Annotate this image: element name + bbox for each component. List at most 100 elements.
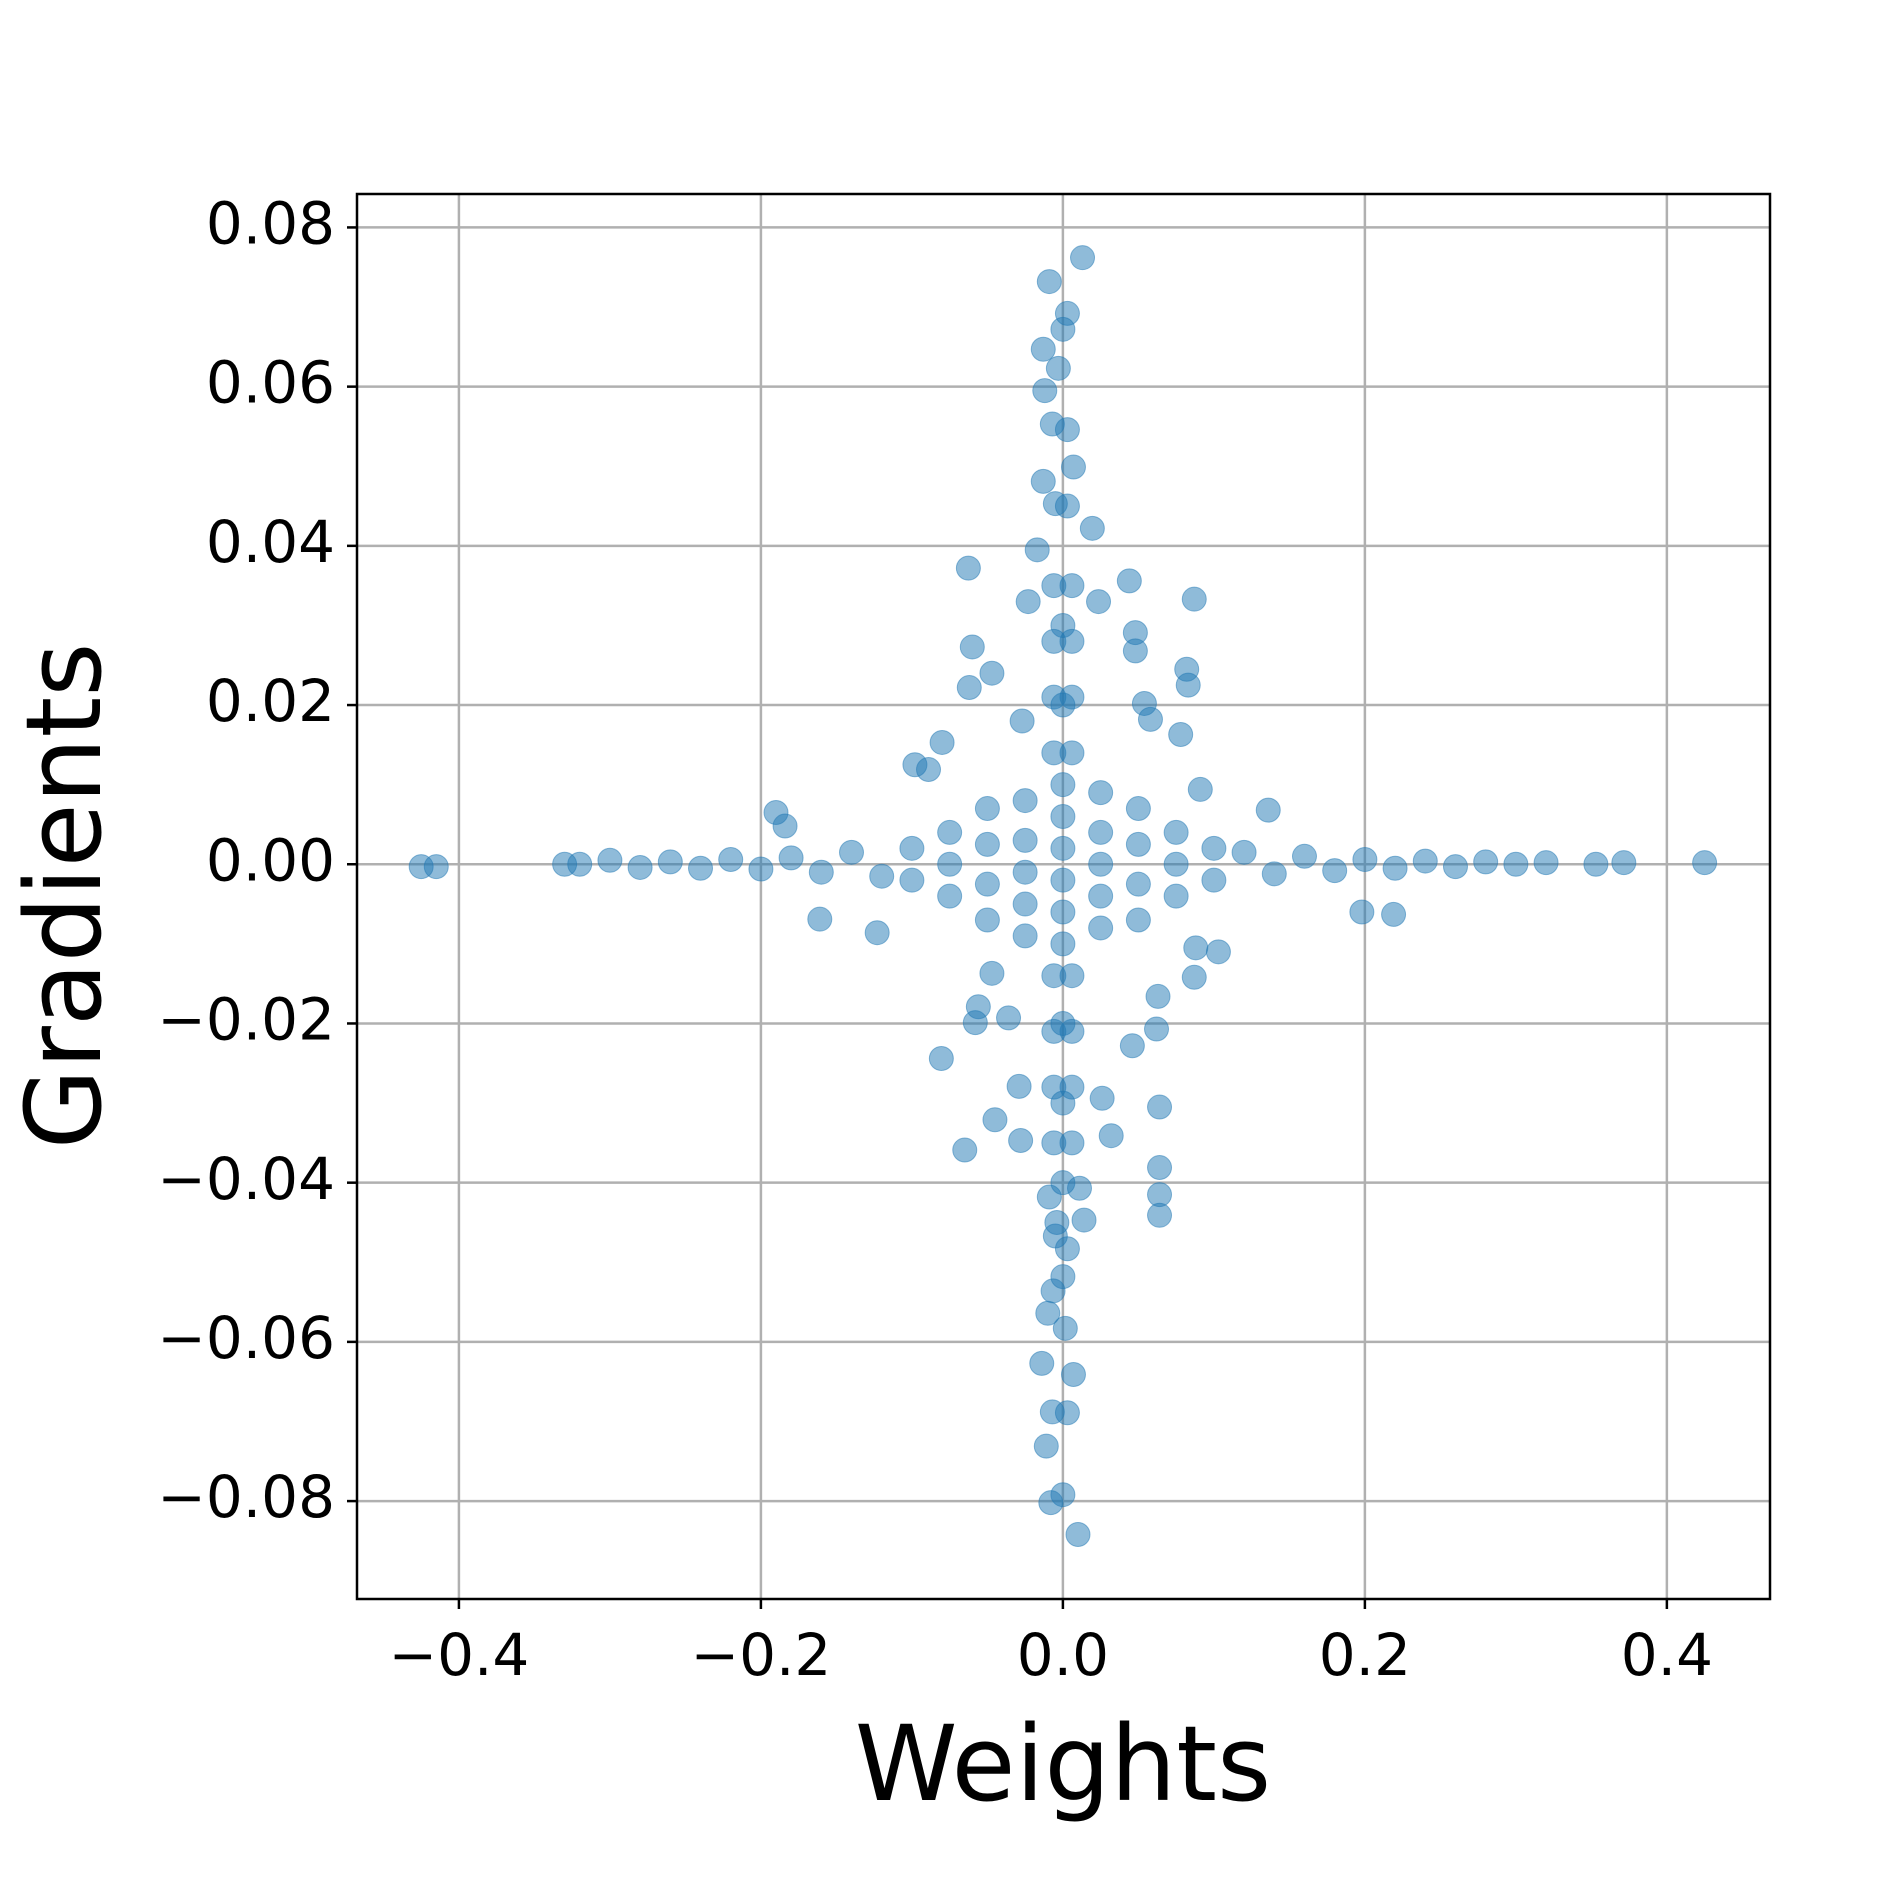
point — [688, 855, 714, 881]
point — [1050, 835, 1076, 861]
point — [1012, 827, 1038, 853]
point — [1181, 964, 1207, 990]
x-tick-label: 0.0 — [1017, 1621, 1109, 1689]
point — [1086, 589, 1112, 615]
points — [408, 245, 1718, 1548]
point — [1089, 1085, 1115, 1111]
point — [807, 906, 833, 932]
point — [869, 863, 895, 889]
point — [864, 920, 890, 946]
point — [1044, 1209, 1070, 1235]
point — [974, 907, 1000, 933]
point — [839, 839, 865, 865]
point — [1054, 493, 1080, 519]
y-tick-label: −0.06 — [157, 1304, 335, 1372]
x-tick-label: −0.4 — [388, 1621, 529, 1689]
point — [1098, 1123, 1124, 1149]
point — [748, 856, 774, 882]
point — [1147, 1094, 1173, 1120]
point — [718, 846, 744, 872]
y-tick-label: 0.02 — [206, 667, 335, 735]
point — [1050, 1170, 1076, 1196]
point — [1052, 1315, 1078, 1341]
point — [1050, 899, 1076, 925]
point — [1349, 899, 1375, 925]
x-tick-label: −0.2 — [690, 1621, 831, 1689]
point — [1070, 245, 1096, 271]
point — [916, 757, 942, 783]
point — [1231, 839, 1257, 865]
point — [1050, 1090, 1076, 1116]
point — [1012, 891, 1038, 917]
point — [1071, 1207, 1097, 1233]
point — [1261, 861, 1287, 887]
point — [1147, 1202, 1173, 1228]
point — [1255, 797, 1281, 823]
point — [899, 835, 925, 861]
point — [1163, 819, 1189, 845]
point — [1060, 454, 1086, 480]
point — [1125, 871, 1151, 897]
point — [1079, 515, 1105, 541]
point — [1050, 692, 1076, 718]
point — [1187, 776, 1213, 802]
point — [1050, 931, 1076, 957]
point — [1205, 939, 1231, 965]
point — [1381, 901, 1407, 927]
point — [974, 871, 1000, 897]
point — [808, 859, 834, 885]
y-tick-label: 0.00 — [206, 826, 335, 894]
point — [772, 813, 798, 839]
point — [1442, 854, 1468, 880]
point — [1059, 573, 1085, 599]
y-tick-label: 0.04 — [206, 508, 335, 576]
point — [996, 1005, 1022, 1031]
point — [1054, 1400, 1080, 1426]
point — [982, 1107, 1008, 1133]
point — [1137, 706, 1163, 732]
point — [956, 675, 982, 701]
point — [1050, 867, 1076, 893]
point — [1088, 883, 1114, 909]
point — [1145, 983, 1171, 1009]
point — [1006, 1073, 1032, 1099]
point — [1583, 851, 1609, 877]
y-tick-label: −0.04 — [157, 1145, 335, 1213]
point — [1692, 850, 1718, 876]
point — [1144, 1016, 1170, 1042]
point — [1201, 835, 1227, 861]
point — [1088, 851, 1114, 877]
point — [952, 1137, 978, 1163]
y-tick-label: −0.02 — [157, 986, 335, 1054]
point — [1473, 849, 1499, 875]
y-axis-label: Gradients — [3, 643, 125, 1150]
point — [567, 851, 593, 877]
point — [1125, 831, 1151, 857]
point — [1291, 843, 1317, 869]
point — [1012, 859, 1038, 885]
point — [1054, 1236, 1080, 1262]
point — [1030, 336, 1056, 362]
y-tick-label: −0.08 — [157, 1463, 335, 1531]
point — [937, 883, 963, 909]
point — [1030, 468, 1056, 494]
point — [974, 796, 1000, 822]
point — [1029, 1350, 1055, 1376]
point — [1125, 796, 1151, 822]
point — [1059, 1130, 1085, 1156]
point — [597, 847, 623, 873]
point — [1059, 963, 1085, 989]
point — [1045, 355, 1071, 381]
point — [1412, 848, 1438, 874]
point — [1054, 417, 1080, 443]
point — [1050, 612, 1076, 638]
point — [929, 729, 955, 755]
point — [1163, 883, 1189, 909]
point — [1088, 819, 1114, 845]
point — [937, 851, 963, 877]
x-axis-label: Weights — [855, 1703, 1272, 1825]
point — [1503, 851, 1529, 877]
point — [1040, 1278, 1066, 1304]
point — [1122, 638, 1148, 664]
